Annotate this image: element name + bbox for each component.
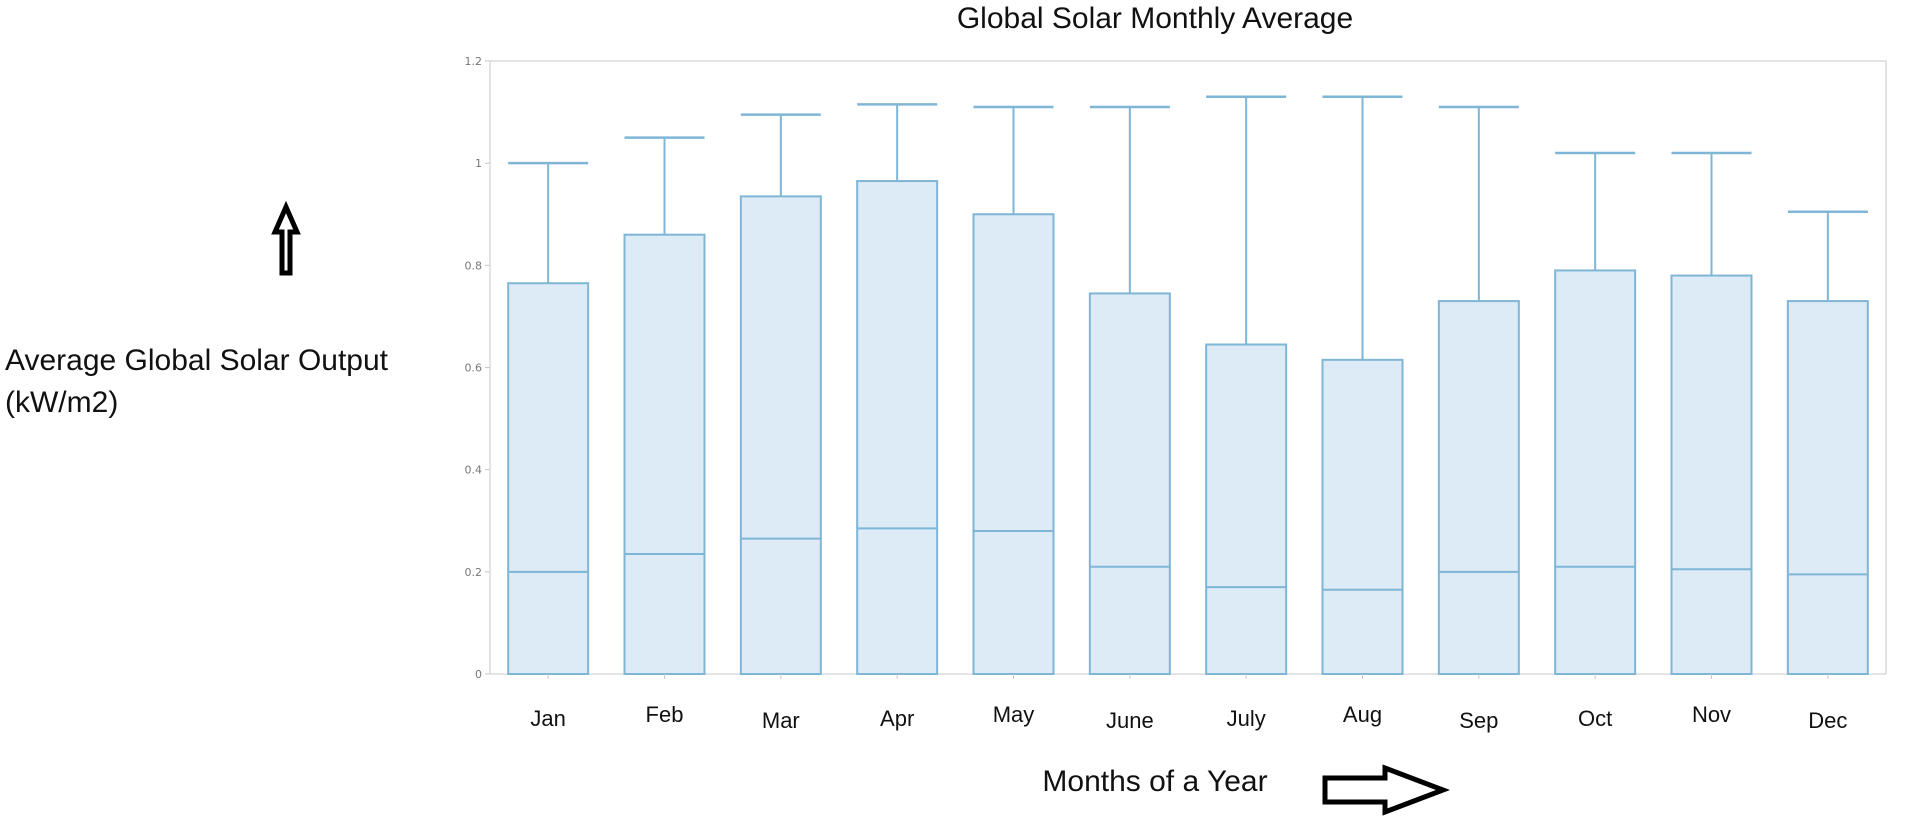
iqr-box bbox=[507, 282, 590, 675]
up-arrow-icon bbox=[271, 200, 301, 276]
iqr-box bbox=[1321, 358, 1404, 675]
x-category-label: Dec bbox=[1808, 708, 1847, 733]
iqr-box bbox=[856, 180, 939, 675]
iqr-box bbox=[1437, 300, 1520, 675]
iqr-box bbox=[1554, 269, 1637, 675]
box-feb bbox=[623, 136, 706, 679]
x-category-label: Feb bbox=[646, 702, 684, 727]
box-jan bbox=[507, 161, 590, 679]
box-aug bbox=[1321, 95, 1404, 679]
chart-title: Global Solar Monthly Average bbox=[957, 2, 1353, 35]
x-category-label: Oct bbox=[1578, 706, 1612, 731]
box-may bbox=[972, 105, 1055, 679]
y-tick-label: 0.4 bbox=[465, 464, 483, 477]
iqr-box bbox=[1670, 274, 1753, 675]
box-dec bbox=[1786, 210, 1869, 679]
iqr-box bbox=[1205, 343, 1288, 675]
iqr-box bbox=[739, 195, 822, 676]
iqr-box bbox=[623, 233, 706, 676]
x-category-label: Sep bbox=[1459, 708, 1498, 733]
x-category-label: July bbox=[1227, 706, 1266, 731]
y-tick-label: 1.2 bbox=[465, 55, 483, 68]
x-category-label: May bbox=[993, 702, 1035, 727]
y-tick-label: 0 bbox=[475, 668, 482, 681]
right-arrow-icon bbox=[1322, 764, 1451, 816]
y-axis-title: Average Global Solar Output (kW/m2) bbox=[5, 344, 389, 419]
iqr-box bbox=[972, 213, 1055, 675]
box-mar bbox=[739, 113, 822, 679]
x-category-label: Jan bbox=[530, 706, 565, 731]
y-axis-title-line-1: Average Global Solar Output bbox=[5, 344, 389, 377]
y-tick-label: 0.8 bbox=[465, 259, 483, 272]
x-axis-title: Months of a Year bbox=[1042, 765, 1267, 798]
y-tick-label: 1 bbox=[475, 157, 482, 170]
iqr-box bbox=[1088, 292, 1171, 675]
x-category-label: Apr bbox=[880, 706, 914, 731]
x-category-label: Nov bbox=[1692, 702, 1731, 727]
box-july bbox=[1205, 95, 1288, 679]
box-apr bbox=[856, 103, 939, 679]
box-sep bbox=[1437, 105, 1520, 679]
y-axis: 0 0.2 0.4 0.6 0.8 1 1.2 bbox=[465, 55, 490, 681]
box-series bbox=[507, 95, 1869, 679]
y-axis-title-line-2: (kW/m2) bbox=[5, 386, 118, 419]
x-category-label: Mar bbox=[762, 708, 800, 733]
y-tick-label: 0.2 bbox=[465, 566, 483, 579]
box-nov bbox=[1670, 151, 1753, 679]
y-tick-label: 0.6 bbox=[465, 362, 483, 375]
x-axis-labels: Jan Feb Mar Apr May June July Aug Sep Oct Nov Dec bbox=[530, 702, 1847, 733]
x-category-label: June bbox=[1106, 708, 1154, 733]
x-category-label: Aug bbox=[1343, 702, 1382, 727]
box-june bbox=[1088, 105, 1171, 679]
iqr-box bbox=[1786, 300, 1869, 675]
box-oct bbox=[1554, 151, 1637, 679]
